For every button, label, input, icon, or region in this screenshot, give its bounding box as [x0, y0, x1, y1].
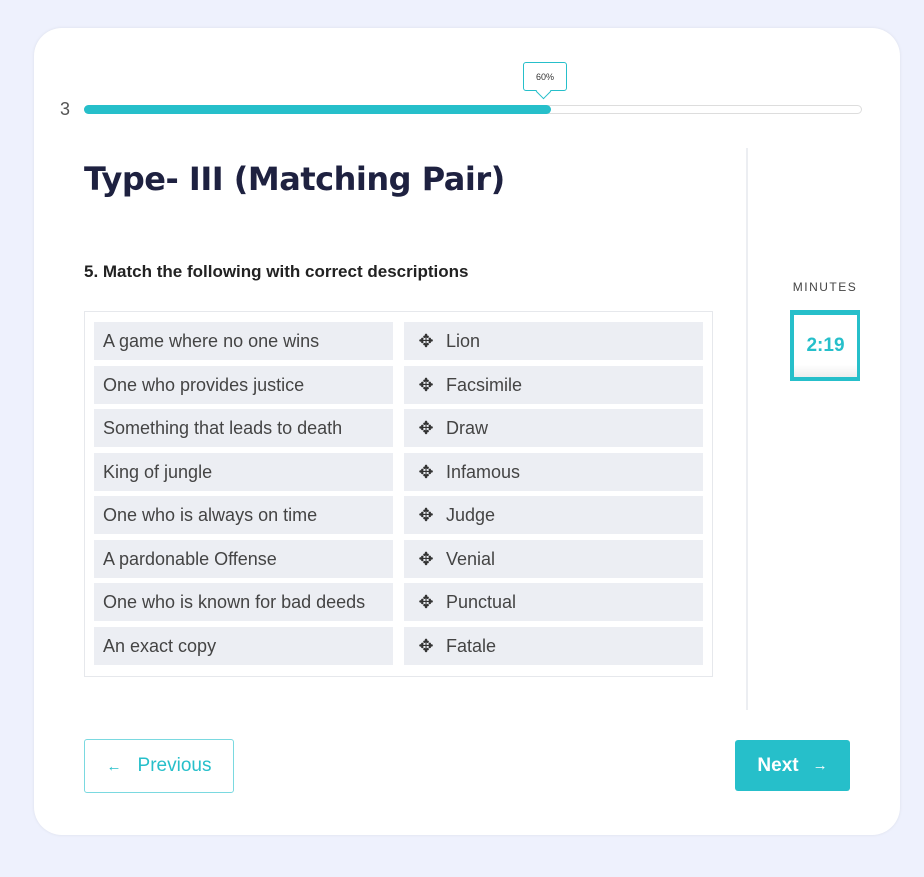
previous-label: Previous — [137, 755, 212, 776]
move-icon: ✥ — [418, 331, 434, 351]
answer-label: Infamous — [446, 461, 521, 482]
answer-label: Draw — [446, 418, 489, 438]
match-prompt: A pardonable Offense — [94, 539, 393, 578]
match-prompt: A game where no one wins — [94, 322, 393, 360]
page-title: Type- III (Matching Pair) — [84, 160, 505, 198]
answer-label: Punctual — [446, 592, 517, 612]
arrow-left-icon: ← — [106, 757, 122, 775]
answer-label: Venial — [446, 548, 496, 569]
answer-label: Judge — [446, 505, 496, 525]
move-icon: ✥ — [418, 548, 434, 569]
timer-label: MINUTES — [792, 280, 858, 294]
answer-label: Facsimile — [446, 374, 523, 395]
draggable-answer[interactable]: ✥ Punctual — [404, 583, 703, 621]
draggable-answer[interactable]: ✥ Facsimile — [404, 365, 703, 404]
move-icon: ✥ — [418, 592, 434, 612]
match-prompt: One who is always on time — [94, 496, 393, 534]
matching-table — [84, 311, 713, 677]
match-prompt: Something that leads to death — [94, 409, 393, 447]
timer-value: 2:19 — [790, 310, 860, 381]
move-icon: ✥ — [418, 635, 434, 656]
divider — [746, 148, 748, 710]
match-prompt: One who is known for bad deeds — [94, 583, 393, 621]
move-icon: ✥ — [418, 418, 434, 438]
move-icon: ✥ — [418, 505, 434, 525]
draggable-answer[interactable]: ✥ Fatale — [404, 626, 703, 665]
step-number: 3 — [60, 99, 71, 119]
draggable-answer[interactable]: ✥ Draw — [404, 409, 703, 447]
move-icon: ✥ — [418, 374, 434, 395]
answer-label: Lion — [446, 331, 481, 351]
match-prompt: An exact copy — [94, 626, 393, 665]
progress-tooltip: 60% — [523, 62, 567, 91]
previous-button[interactable]: ← Previous — [84, 739, 234, 793]
draggable-answer[interactable]: ✥ Venial — [404, 539, 703, 578]
arrow-right-icon: → — [812, 757, 828, 774]
next-button[interactable]: Next → — [735, 740, 850, 791]
question-text: 5. Match the following with correct desc… — [84, 262, 469, 281]
match-prompt: One who provides justice — [94, 365, 393, 404]
draggable-answer[interactable]: ✥ Lion — [404, 322, 703, 360]
next-label: Next — [757, 754, 799, 776]
draggable-answer[interactable]: ✥ Judge — [404, 496, 703, 534]
move-icon: ✥ — [418, 461, 434, 482]
progress-fill — [84, 105, 551, 114]
answer-label: Fatale — [446, 635, 497, 656]
draggable-answer[interactable]: ✥ Infamous — [404, 452, 703, 491]
match-prompt: King of jungle — [94, 452, 393, 491]
